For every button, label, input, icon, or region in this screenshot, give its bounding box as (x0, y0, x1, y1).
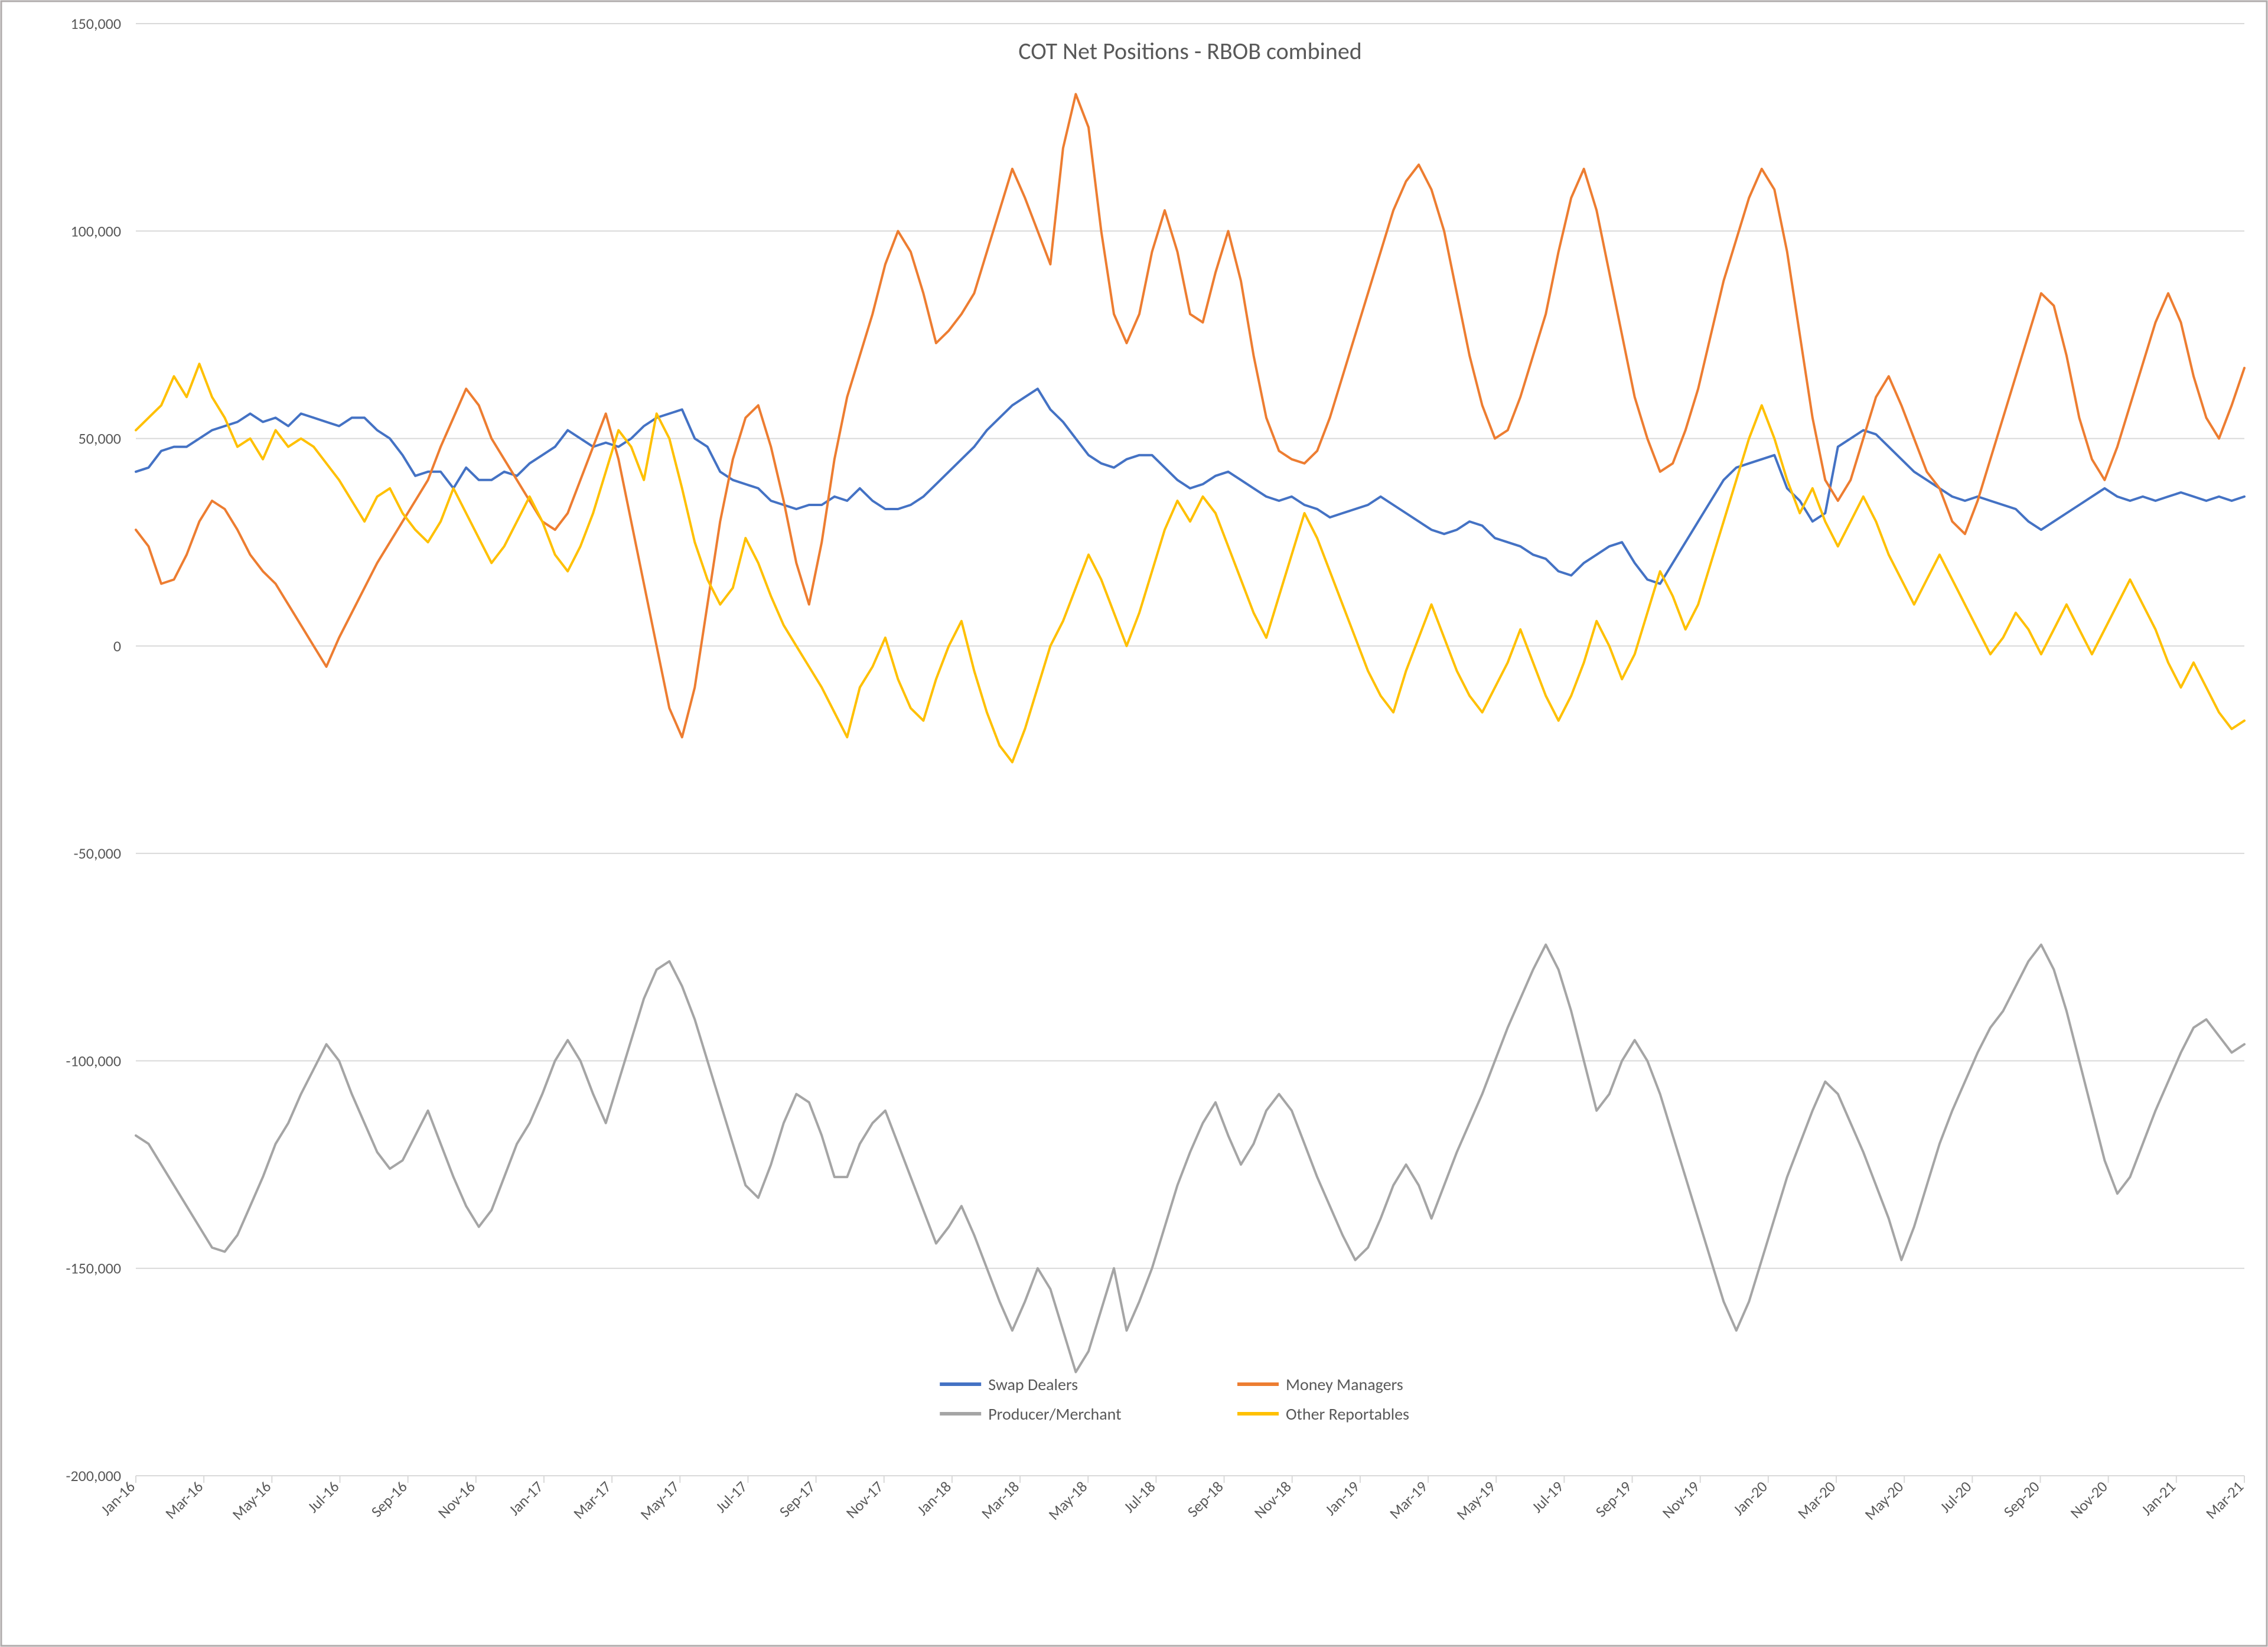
y-axis-label: -50,000 (74, 844, 121, 863)
chart-container: COT Net Positions - RBOB combined -200,00… (0, 0, 2268, 1647)
line-chart: COT Net Positions - RBOB combined -200,00… (0, 0, 2268, 1647)
legend-label: Money Managers (1286, 1374, 1403, 1395)
legend-label: Other Reportables (1286, 1404, 1409, 1424)
legend-label: Swap Dealers (988, 1374, 1078, 1395)
y-axis-label: -100,000 (66, 1051, 121, 1070)
y-axis-label: 100,000 (70, 221, 121, 240)
y-axis-label: 150,000 (70, 14, 121, 33)
y-axis-label: 50,000 (79, 429, 121, 448)
chart-background (0, 0, 2268, 1647)
y-axis-label: 0 (113, 637, 121, 655)
y-axis-label: -200,000 (66, 1466, 121, 1485)
legend-label: Producer/Merchant (988, 1404, 1121, 1424)
chart-title: COT Net Positions - RBOB combined (1018, 37, 1362, 66)
y-axis-label: -150,000 (66, 1259, 121, 1278)
